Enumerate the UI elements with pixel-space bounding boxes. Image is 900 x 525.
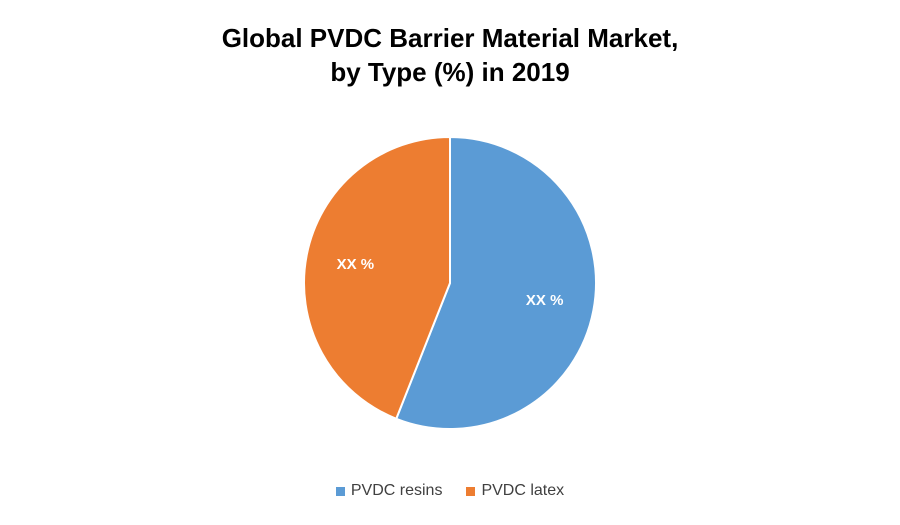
pie-slice-pvdc-latex — [303, 135, 451, 421]
legend: PVDC resins PVDC latex — [0, 482, 900, 500]
data-label-pvdc-resins: XX % — [526, 292, 564, 309]
legend-swatch-pvdc-latex — [466, 486, 476, 496]
chart-title-line2: by Type (%) in 2019 — [330, 57, 570, 87]
legend-item-pvdc-resins: PVDC resins — [335, 482, 443, 500]
legend-item-pvdc-latex: PVDC latex — [466, 482, 564, 500]
legend-label-pvdc-latex: PVDC latex — [481, 482, 565, 499]
legend-label-pvdc-resins: PVDC resins — [350, 482, 443, 499]
legend-swatch-pvdc-resins — [335, 486, 345, 496]
chart-title-line1: Global PVDC Barrier Material Market, — [221, 23, 679, 53]
pie-slice-pvdc-resins — [394, 135, 597, 430]
data-label-pvdc-latex: XX % — [337, 256, 375, 273]
